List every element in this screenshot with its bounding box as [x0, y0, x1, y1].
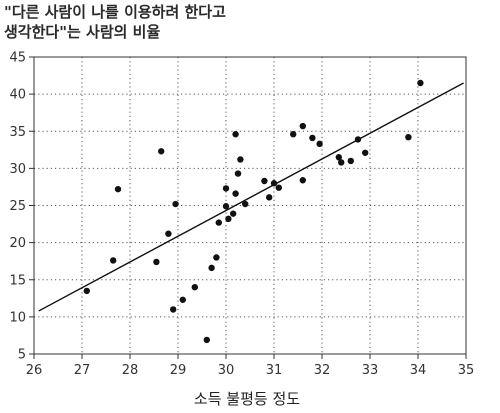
data-point — [299, 177, 306, 184]
data-point — [83, 287, 91, 295]
data-point — [362, 149, 369, 156]
data-point — [266, 194, 273, 201]
data-point — [222, 203, 230, 210]
x-tick-label: 30 — [218, 363, 235, 378]
data-point — [110, 257, 117, 264]
y-tick-label: 15 — [9, 273, 26, 288]
data-point — [222, 185, 230, 192]
data-point — [347, 157, 354, 165]
data-point — [261, 177, 268, 185]
y-tick-label: 40 — [9, 88, 26, 103]
data-point — [354, 136, 362, 143]
data-point — [290, 131, 297, 138]
y-tick-label: 45 — [9, 51, 26, 66]
data-point — [232, 131, 239, 138]
x-tick-label: 35 — [458, 363, 475, 378]
data-points — [83, 79, 424, 344]
data-point — [405, 133, 412, 141]
data-point — [114, 185, 122, 193]
data-point — [225, 215, 232, 223]
x-tick-label: 33 — [362, 363, 379, 378]
data-point — [237, 156, 244, 163]
data-point — [230, 210, 237, 217]
trendline-group — [38, 82, 464, 312]
data-point — [165, 230, 172, 237]
x-tick-label: 27 — [74, 363, 91, 378]
data-point — [232, 190, 239, 197]
data-point — [270, 180, 278, 187]
y-tick-label: 20 — [9, 236, 26, 251]
data-point — [335, 154, 342, 161]
data-point — [417, 79, 424, 87]
trendline — [38, 82, 464, 312]
data-point — [242, 200, 249, 208]
x-axis-label: 소득 불평등 정도 — [194, 390, 300, 408]
data-point — [213, 254, 220, 261]
data-point — [191, 283, 198, 291]
data-point — [275, 184, 282, 191]
plot-frame — [33, 56, 467, 355]
chart-title-line-2: 생각한다"는 사람의 비율 — [4, 23, 161, 41]
data-point — [234, 170, 242, 177]
data-point — [179, 296, 186, 303]
y-tick-label: 25 — [9, 199, 26, 214]
data-point — [172, 200, 179, 208]
data-point — [153, 258, 160, 266]
data-point — [208, 264, 215, 272]
x-tick-label: 26 — [26, 363, 43, 378]
y-tick-label: 35 — [9, 125, 26, 140]
x-tick-label: 29 — [170, 363, 187, 378]
x-tick-label: 32 — [314, 363, 331, 378]
data-point — [316, 140, 323, 148]
y-tick-label: 30 — [9, 162, 26, 177]
y-tick-label: 10 — [9, 310, 26, 325]
y-tick-label: 5 — [18, 348, 26, 363]
data-point — [203, 336, 210, 344]
x-tick-label: 28 — [122, 363, 139, 378]
data-point — [338, 159, 345, 166]
data-point — [215, 219, 222, 226]
data-point — [158, 148, 165, 155]
data-point — [170, 306, 177, 313]
x-tick-label: 34 — [410, 363, 427, 378]
chart-title-line-1: "다른 사람이 나를 이용하려 한다고 — [4, 3, 226, 21]
data-point — [299, 122, 306, 130]
axis-ticks: 26 27 28 29 30 31 32 33 34 35 5 10 15 20 25 30 35 40 45 — [9, 51, 474, 379]
x-tick-label: 31 — [266, 363, 283, 378]
data-point — [309, 134, 316, 142]
grid — [34, 57, 466, 354]
